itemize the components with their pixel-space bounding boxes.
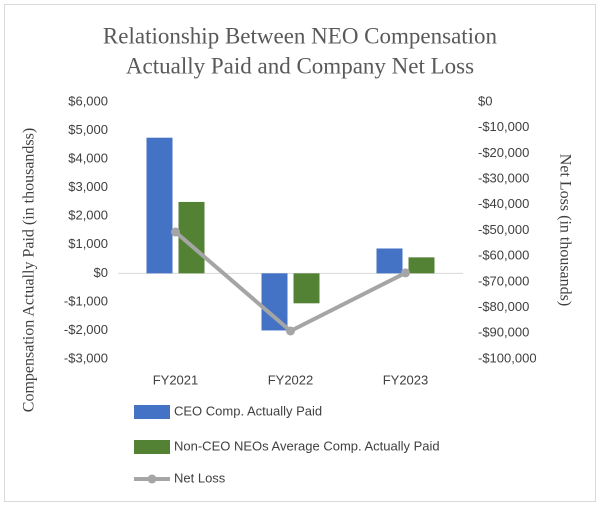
- y2-tick-label: -$70,000: [478, 273, 529, 288]
- y2-tick-label: -$30,000: [478, 171, 529, 186]
- legend-swatch: [134, 405, 170, 419]
- legend-label: CEO Comp. Actually Paid: [174, 403, 322, 418]
- y-tick-label: $0: [94, 265, 108, 280]
- y2-tick-label: -$40,000: [478, 196, 529, 211]
- y2-tick-label: -$50,000: [478, 222, 529, 237]
- y-axis-label: Compensation Actually Paid (in thousands…: [21, 128, 38, 412]
- legend-label: Net Loss: [174, 470, 226, 485]
- y2-axis-label: Net Loss (in thousands): [556, 154, 573, 306]
- y-tick-label: $1,000: [68, 236, 108, 251]
- y2-tick-label: -$10,000: [478, 119, 529, 134]
- y2-tick-label: $0: [478, 93, 492, 108]
- legend-swatch: [134, 440, 170, 454]
- line-marker: [171, 227, 180, 237]
- y2-tick-label: -$90,000: [478, 325, 529, 340]
- chart-title: Actually Paid and Company Net Loss: [126, 53, 474, 78]
- x-tick-label: FY2021: [153, 372, 199, 387]
- chart-border: [4, 4, 596, 502]
- y2-tick-label: -$80,000: [478, 299, 529, 314]
- bar: [408, 257, 435, 274]
- line-marker: [401, 268, 410, 278]
- y-tick-label: -$3,000: [64, 350, 108, 365]
- legend-label: Non-CEO NEOs Average Comp. Actually Paid: [174, 438, 440, 453]
- y-tick-label: $5,000: [68, 122, 108, 137]
- y2-tick-label: -$60,000: [478, 248, 529, 263]
- x-tick-label: FY2023: [383, 372, 429, 387]
- y2-tick-label: -$20,000: [478, 145, 529, 160]
- bar: [261, 273, 288, 331]
- y2-tick-label: -$100,000: [478, 350, 537, 365]
- y-tick-label: $6,000: [68, 93, 108, 108]
- bar: [293, 273, 320, 304]
- y-tick-label: -$2,000: [64, 322, 108, 337]
- line-marker: [286, 326, 295, 336]
- bar: [376, 248, 403, 274]
- y-tick-label: $2,000: [68, 208, 108, 223]
- x-tick-label: FY2022: [268, 372, 314, 387]
- y-tick-label: -$1,000: [64, 293, 108, 308]
- bar: [146, 137, 173, 274]
- y-tick-label: $4,000: [68, 151, 108, 166]
- chart-title: Relationship Between NEO Compensation: [103, 23, 498, 48]
- y-tick-label: $3,000: [68, 179, 108, 194]
- legend-swatch: [147, 474, 157, 484]
